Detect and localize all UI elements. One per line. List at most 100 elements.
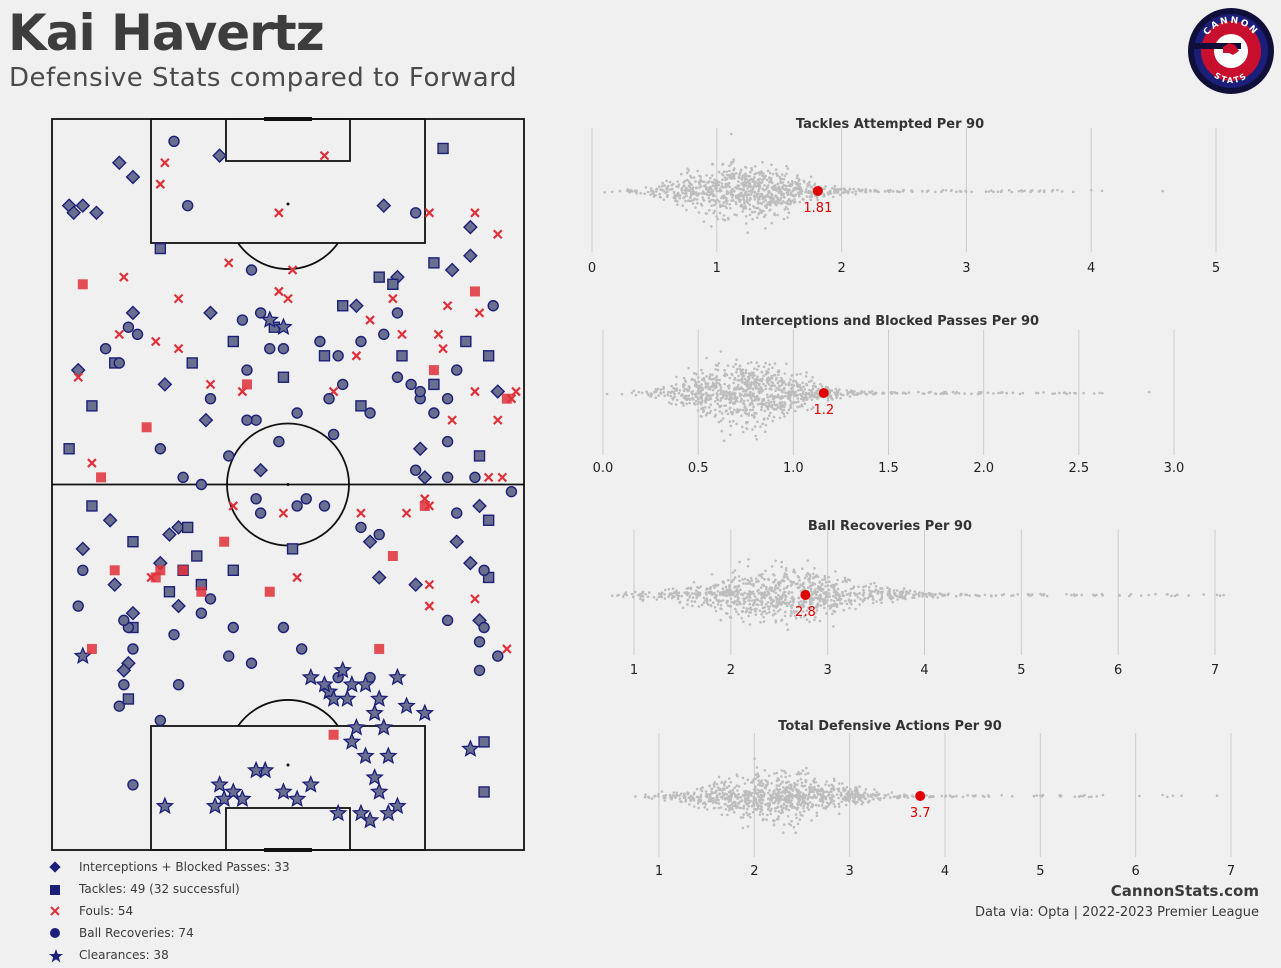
interceptions-and-blocked-passes-per-90-tick-label: 0.5	[688, 461, 709, 476]
ball-recoveries-point	[409, 464, 422, 476]
total-defensive-actions-per-90-dot	[799, 794, 803, 798]
tackles-attempted-per-90-dot	[770, 195, 773, 198]
interceptions-and-blocked-passes-per-90-dot	[774, 389, 777, 393]
ball-recoveries-per-90-dot	[657, 595, 661, 599]
ball-recoveries-per-90-dot	[858, 603, 861, 606]
tackles-attempted-per-90-dot	[793, 188, 796, 192]
ball-recoveries-per-90-dot	[818, 619, 822, 623]
ball-recoveries-per-90-dot	[858, 591, 861, 595]
total-defensive-actions-per-90-dot	[824, 797, 828, 801]
interceptions-and-blocked-passes-per-90-dot	[675, 398, 679, 402]
tackles-attempted-per-90-dot	[804, 190, 807, 194]
fouls-point	[483, 472, 494, 483]
interceptions-and-blocked-passes-per-90-dot	[992, 392, 995, 395]
total-defensive-actions-per-90-dot	[760, 779, 763, 782]
ball-recoveries-per-90-dot	[834, 596, 838, 599]
ball-recoveries-per-90-dot	[832, 603, 836, 606]
ball-recoveries-point	[478, 621, 490, 634]
interceptions-and-blocked-passes-per-90-dot	[789, 378, 792, 381]
interceptions-and-blocked-passes-per-90-dot	[687, 366, 690, 370]
tackles-attempted-per-90-dot	[722, 214, 726, 217]
ball-recoveries-point	[250, 493, 262, 505]
tackles-attempted-per-90-dot	[797, 191, 801, 194]
ball-recoveries-per-90-dot	[747, 558, 750, 561]
ball-recoveries-per-90-dot	[748, 602, 752, 606]
ball-recoveries-per-90-tick-label: 3	[824, 663, 832, 678]
interceptions-and-blocked-passes-per-90-dot	[649, 392, 653, 395]
interceptions-and-blocked-passes-per-90-dot	[752, 380, 756, 384]
total-defensive-actions-per-90-dot	[1073, 795, 1077, 798]
ball-recoveries-per-90-dot	[933, 593, 936, 597]
tackles-attempted-per-90-dot	[753, 176, 756, 179]
interceptions-and-blocked-passes-per-90-dot	[810, 379, 813, 383]
total-defensive-actions-per-90-dot	[857, 798, 861, 801]
tackles-attempted-per-90-dot	[668, 188, 672, 191]
total-defensive-actions-per-90-dot	[703, 805, 707, 809]
total-defensive-actions-per-90-dot	[773, 819, 776, 823]
interceptions-and-blocked-passes-per-90-dot	[795, 383, 799, 386]
total-defensive-actions-per-90-dot	[1083, 794, 1086, 797]
total-defensive-actions-per-90-dot	[890, 791, 894, 794]
tackles-attempted-per-90-dot	[733, 213, 736, 216]
tackles-attempted-per-90-dot	[724, 205, 727, 208]
ball-recoveries-per-90-dot	[812, 572, 815, 576]
tackles-attempted-per-90-dot	[809, 175, 813, 179]
interceptions-and-blocked-passes-per-90-dot	[719, 392, 722, 396]
interceptions-and-blocked-passes-per-90-dot	[783, 405, 786, 409]
ball-recoveries-per-90-dot	[827, 604, 831, 608]
ball-recoveries-per-90-dot	[786, 584, 789, 588]
interceptions-blocked-passes-point	[463, 248, 478, 264]
ball-recoveries-per-90-dot	[789, 609, 793, 613]
tackles-attempted-per-90-dot	[834, 189, 838, 193]
ball-recoveries-per-90-dot	[792, 570, 795, 573]
tackles-attempted-per-90-dot	[854, 190, 858, 193]
total-defensive-actions-per-90-dot	[746, 825, 750, 828]
total-defensive-actions-per-90-dot	[780, 775, 783, 778]
tackles-attempted-per-90-dot	[787, 211, 791, 214]
ball-recoveries-per-90-dot	[667, 588, 671, 591]
ball-recoveries-per-90-dot	[671, 587, 675, 590]
total-defensive-actions-per-90-dot	[799, 791, 802, 794]
ball-recoveries-per-90-dot	[766, 590, 769, 593]
ball-recoveries-point	[373, 528, 385, 541]
interceptions-and-blocked-passes-per-90-dot	[817, 387, 820, 391]
tackles-attempted-per-90-dot	[659, 188, 662, 191]
interceptions-and-blocked-passes-per-90-dot	[769, 400, 773, 404]
foul-square-point	[219, 536, 230, 547]
interceptions-and-blocked-passes-per-90-dot	[659, 391, 662, 394]
ball-recoveries-per-90-dot	[848, 606, 851, 610]
total-defensive-actions-per-90-dot	[767, 805, 771, 809]
tackles-attempted-per-90-dot	[685, 171, 689, 175]
tackles-attempted-per-90-dot	[727, 173, 731, 177]
total-defensive-actions-per-90-tick-label: 5	[1036, 864, 1044, 879]
total-defensive-actions-per-90-dot	[971, 794, 975, 798]
interceptions-and-blocked-passes-per-90-dot	[715, 375, 719, 378]
interceptions-and-blocked-passes-per-90-dot	[791, 380, 795, 383]
tackles-attempted-per-90-dot	[724, 198, 728, 202]
tackles-attempted-per-90-dot	[796, 181, 799, 185]
clearances-point	[388, 796, 407, 815]
tackles-attempted-per-90-dot	[761, 160, 764, 164]
fouls-point	[474, 308, 485, 318]
tackles-attempted-per-90-dot	[810, 185, 813, 189]
ball-recoveries-per-90-dot	[789, 614, 792, 618]
ball-recoveries-per-90-dot	[798, 585, 801, 589]
interceptions-and-blocked-passes-per-90-dot	[768, 395, 772, 398]
tackles-attempted-per-90-dot	[686, 167, 689, 170]
interceptions-and-blocked-passes-per-90-dot	[860, 391, 863, 395]
total-defensive-actions-per-90-dot	[720, 813, 724, 816]
interceptions-and-blocked-passes-per-90-dot	[724, 409, 728, 413]
ball-recoveries-point	[195, 478, 208, 491]
tackles-attempted-per-90-dot	[770, 221, 774, 225]
total-defensive-actions-per-90-dot	[748, 791, 752, 795]
tackles-attempted-per-90-dot	[763, 184, 766, 187]
tackles-attempted-per-90-dot	[779, 187, 782, 191]
ball-recoveries-per-90-dot	[903, 595, 906, 599]
ball-recoveries-per-90-dot	[705, 593, 708, 596]
total-defensive-actions-per-90-dot	[743, 800, 747, 803]
ball-recoveries-per-90-dot	[610, 594, 614, 597]
tackles-attempted-per-90-dot	[757, 181, 761, 184]
tackles-attempted-per-90-dot	[831, 195, 835, 199]
fouls-point	[287, 265, 298, 275]
ball-recoveries-per-90-dot	[729, 597, 733, 601]
